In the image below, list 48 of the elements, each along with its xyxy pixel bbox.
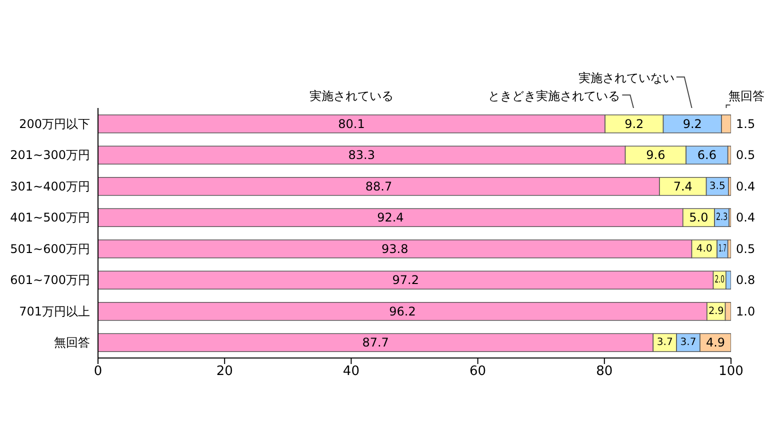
data-label: 6.6: [697, 148, 716, 162]
y-tick-label: 501~600万円: [10, 242, 90, 256]
y-tick-label: 701万円以上: [19, 304, 90, 318]
data-label: 92.4: [377, 210, 404, 225]
data-label: 2.3: [716, 212, 732, 224]
data-label: 5.0: [689, 210, 708, 225]
y-tick-label: 601~700万円: [10, 273, 90, 288]
data-label: 9.2: [624, 116, 644, 131]
data-label: 0.5: [736, 242, 756, 256]
y-tick-label: 301~400万円: [10, 179, 90, 194]
y-tick-label: 200万円以下: [19, 116, 90, 131]
data-label: 3.5: [709, 180, 726, 192]
data-label: 96.2: [389, 304, 416, 318]
data-label: 7.4: [673, 179, 692, 194]
data-label: 97.2: [392, 273, 419, 288]
data-label: 1.0: [736, 304, 756, 318]
data-label: 9.6: [646, 148, 666, 162]
text: 実施されていない: [578, 70, 674, 87]
data-label: 83.3: [348, 148, 376, 162]
series-label: 実施されている: [310, 88, 394, 105]
data-label: 4.0: [696, 243, 712, 254]
data-label: 0.5: [736, 148, 756, 162]
data-label: 0.4: [736, 179, 756, 194]
x-tick-label: 0: [94, 364, 102, 380]
data-label: 0.8: [736, 273, 756, 288]
data-label: 93.8: [382, 242, 408, 256]
data-label: 9.2: [682, 116, 702, 131]
x-tick-label: 20: [216, 364, 233, 380]
data-label: 0.4: [736, 210, 756, 225]
x-tick-label: 80: [596, 364, 613, 380]
data-label: 3.7: [656, 337, 673, 348]
series-label: 無回答: [728, 88, 764, 105]
data-label: 1.5: [736, 116, 756, 131]
data-label: 3.7: [680, 337, 696, 348]
data-label: 87.7: [362, 336, 389, 350]
data-label: 2.0: [714, 274, 731, 286]
data-label: 80.1: [338, 116, 365, 131]
data-label: 1.7: [718, 243, 734, 254]
x-tick-label: 60: [470, 364, 486, 380]
data-label: 88.7: [365, 179, 392, 194]
x-tick-label: 40: [342, 364, 360, 380]
y-tick-label: 無回答: [54, 336, 90, 350]
data-label: 4.9: [706, 336, 726, 350]
y-tick-label: 401~500万円: [10, 210, 90, 225]
series-label: ときどき実施されている: [488, 88, 620, 105]
x-tick-label: 100: [718, 364, 744, 380]
y-tick-label: 201~300万円: [10, 148, 90, 162]
data-label: 2.9: [708, 306, 724, 317]
